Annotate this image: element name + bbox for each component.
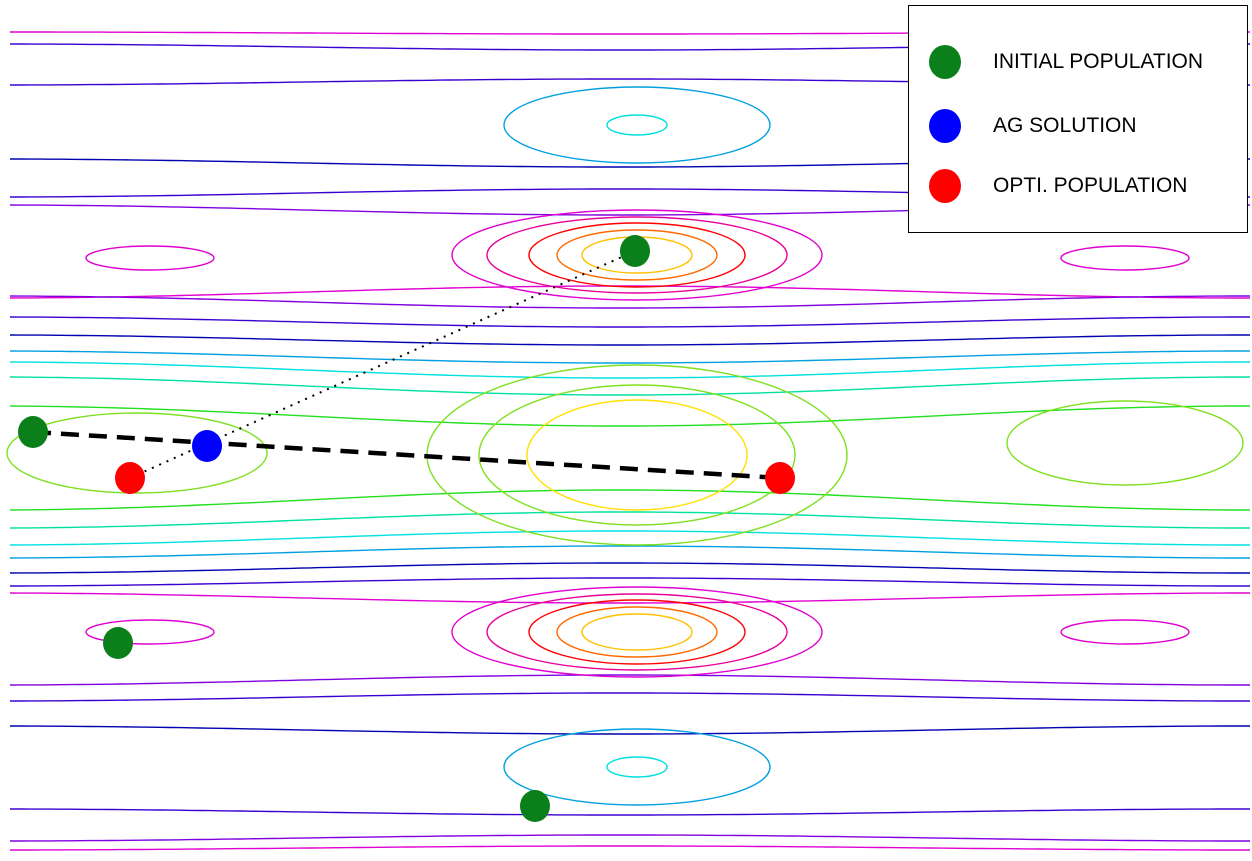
legend-label: AG SOLUTION — [993, 114, 1137, 137]
red-dot-icon — [929, 169, 961, 203]
contour-line — [9, 674, 1250, 686]
contour-ring — [451, 209, 823, 301]
contour-line — [9, 316, 1250, 328]
legend-label: OPTI. POPULATION — [993, 174, 1188, 197]
contour-ring — [526, 399, 748, 511]
contour-line — [9, 376, 1250, 396]
contour-ring — [503, 86, 771, 164]
contour-ring — [503, 728, 771, 806]
initial-population-point — [520, 790, 550, 822]
contour-line — [9, 295, 1250, 309]
contour-ring — [528, 222, 746, 288]
initial-population-point — [18, 416, 48, 448]
contour-ring — [606, 114, 668, 136]
contour-line — [10, 577, 1250, 587]
contour-line — [9, 350, 1250, 364]
contour-ring — [478, 384, 796, 526]
legend-item-opti-population: OPTI. POPULATION — [909, 166, 1247, 206]
contour-line — [10, 725, 1250, 735]
contour-line — [9, 285, 1250, 299]
contour-line — [9, 405, 1250, 427]
contour-ring — [528, 599, 746, 665]
contour-ring — [486, 216, 788, 294]
contour-line — [9, 562, 1250, 574]
contour-lines — [6, 31, 1250, 851]
opti-population-point — [115, 462, 145, 494]
contour-ring — [6, 412, 268, 494]
contour-line — [9, 334, 1250, 346]
contour-line — [10, 845, 1250, 851]
contour-ring — [486, 593, 788, 671]
contour-line — [9, 511, 1250, 529]
contour-ring — [451, 586, 823, 678]
contour-line — [9, 592, 1250, 604]
contour-ring — [556, 606, 718, 658]
blue-dot-icon — [929, 109, 961, 143]
contour-ring — [1060, 619, 1190, 645]
contour-line — [10, 808, 1250, 816]
dashed-path-line — [32, 429, 781, 481]
ag-solution-point — [192, 430, 222, 462]
initial-population-point — [620, 235, 650, 267]
contour-ring — [581, 613, 693, 651]
green-dot-icon — [929, 45, 961, 79]
contour-ring — [1006, 400, 1244, 486]
legend-label: INITIAL POPULATION — [993, 50, 1204, 73]
contour-line — [9, 489, 1250, 511]
contour-ring — [556, 229, 718, 281]
legend-item-initial-population: INITIAL POPULATION — [909, 42, 1247, 82]
contour-line — [10, 834, 1250, 842]
population-markers — [18, 235, 795, 822]
legend-item-ag-solution: AG SOLUTION — [909, 106, 1247, 146]
contour-ring — [1060, 245, 1190, 271]
contour-line — [9, 530, 1250, 546]
contour-ring — [85, 619, 215, 645]
contour-line — [10, 692, 1250, 702]
opti-population-point — [765, 462, 795, 494]
contour-ring — [85, 245, 215, 271]
legend: INITIAL POPULATION AG SOLUTION OPTI. POP… — [908, 5, 1248, 233]
initial-population-point — [103, 627, 133, 659]
solution-paths — [32, 250, 781, 481]
contour-line — [9, 361, 1250, 379]
contour-ring — [606, 756, 668, 778]
contour-line — [9, 545, 1250, 559]
